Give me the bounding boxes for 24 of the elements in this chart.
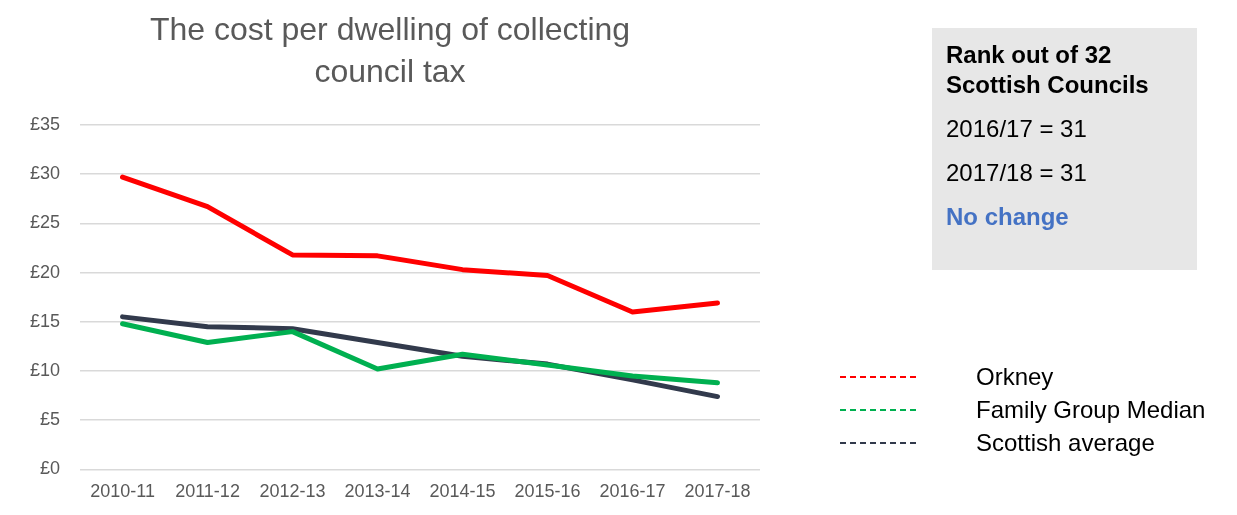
text: 2017/18 = 31 bbox=[946, 158, 1088, 188]
y-tick-label: £0 bbox=[40, 458, 61, 479]
y-tick-label: £15 bbox=[29, 310, 61, 331]
y-tick-label: £20 bbox=[29, 261, 61, 282]
text: Family Group Median bbox=[976, 395, 1206, 424]
x-tick-label: 2017-18 bbox=[684, 481, 751, 502]
chart-title: The cost per dwelling of collecting council tax bbox=[148, 10, 632, 91]
text: 2016/17 = 31 bbox=[946, 114, 1088, 144]
y-tick-label: £35 bbox=[29, 113, 61, 134]
x-tick-label: 2012-13 bbox=[259, 481, 326, 502]
x-tick-label: 2016-17 bbox=[599, 481, 666, 502]
y-tick-label: £25 bbox=[29, 212, 61, 233]
x-tick-label: 2014-15 bbox=[429, 481, 496, 502]
x-tick-label: 2013-14 bbox=[344, 481, 411, 502]
text: Orkney bbox=[976, 362, 1054, 391]
x-tick-label: 2015-16 bbox=[514, 481, 581, 502]
x-tick-label: 2010-11 bbox=[90, 481, 155, 502]
text: No change bbox=[946, 202, 1070, 232]
x-tick-label: 2011-12 bbox=[175, 481, 240, 502]
text: Scottish average bbox=[976, 428, 1155, 457]
y-tick-label: £5 bbox=[40, 409, 61, 430]
y-tick-label: £10 bbox=[29, 359, 61, 380]
text: Rank out of 32 Scottish Councils bbox=[946, 40, 1150, 100]
y-tick-label: £30 bbox=[29, 163, 61, 184]
